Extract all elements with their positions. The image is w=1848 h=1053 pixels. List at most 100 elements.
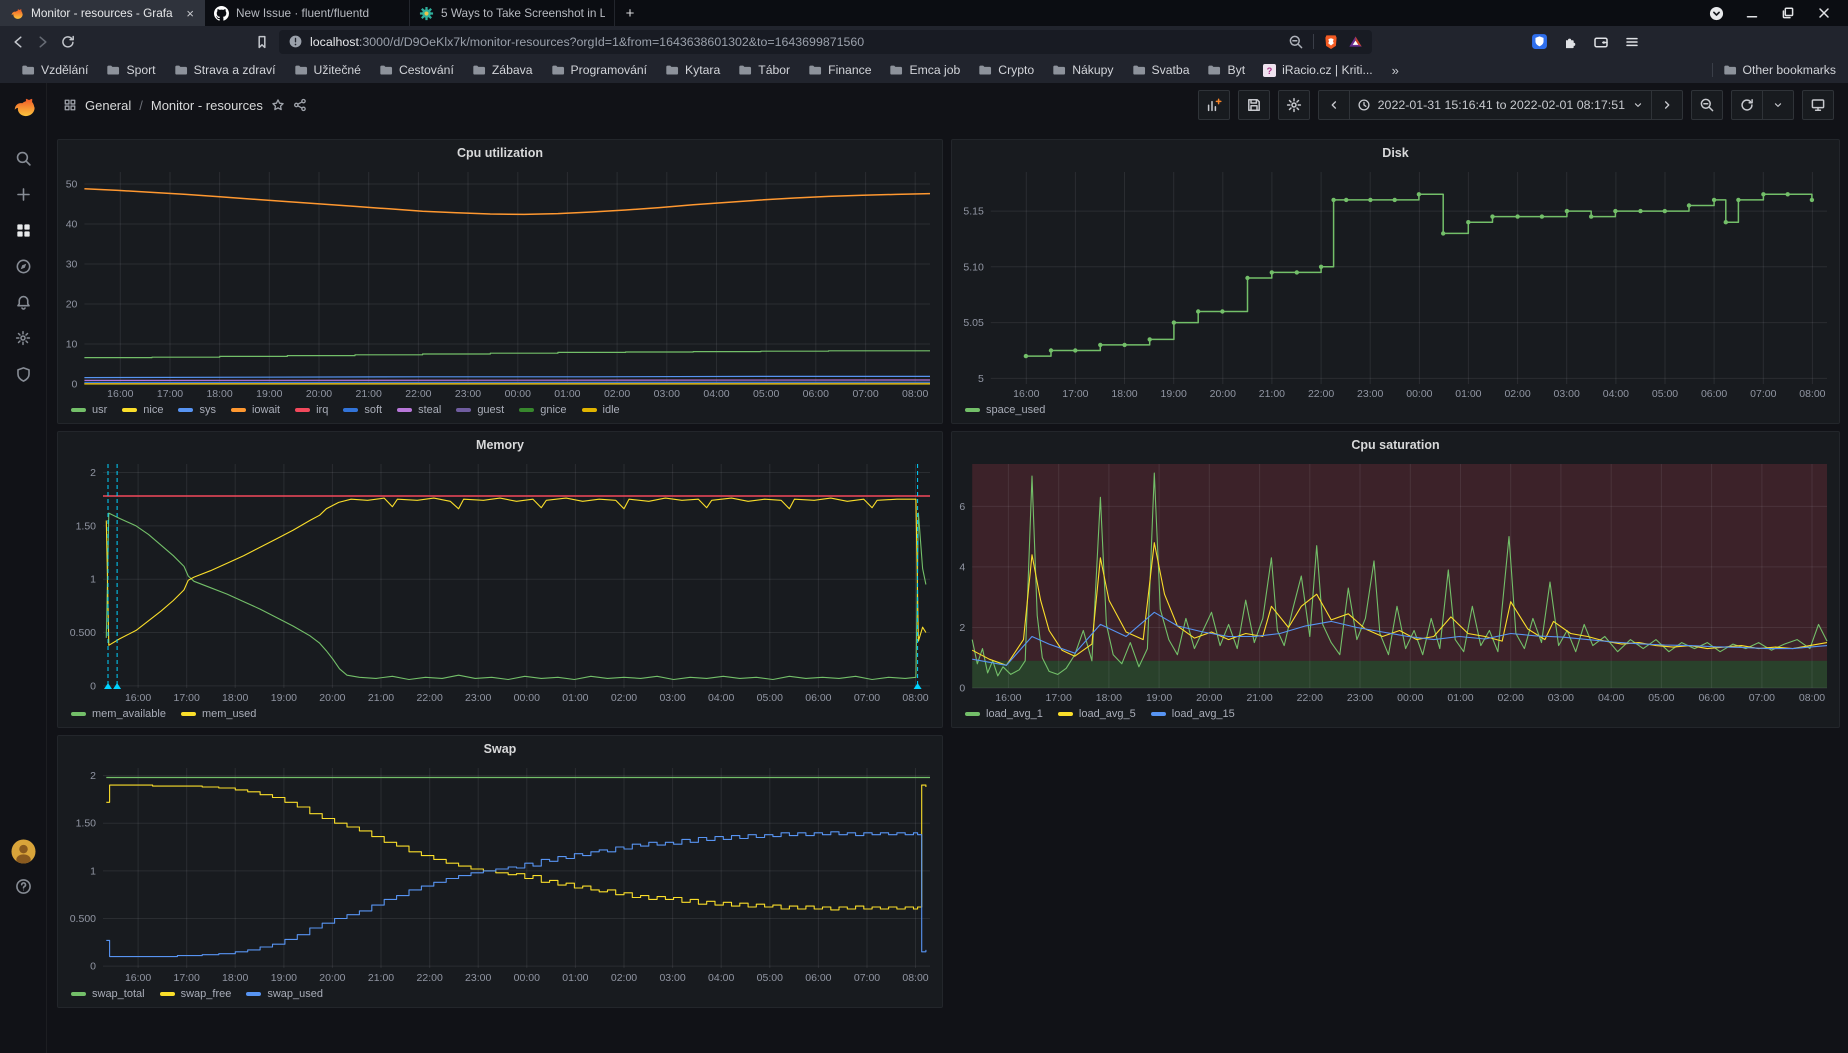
breadcrumb-folder[interactable]: General [85,97,132,113]
panel-title[interactable]: Cpu saturation [1351,438,1440,452]
refresh-button[interactable] [1731,90,1763,120]
close-icon[interactable] [1816,5,1832,21]
bookmark-item[interactable]: Svatba [1123,63,1199,77]
panel-title[interactable]: Disk [1382,146,1409,160]
legend-item-swap_total[interactable]: swap_total [71,988,145,1000]
chart-cpu-saturation[interactable]: 0 2 4 6 16:00 17:00 18:00 19:00 20:00 21:00 22:00 2… [952,458,1839,705]
forward-button[interactable] [35,34,51,50]
url-bar[interactable]: localhost:3000/d/D9OeKlx7k/monitor-resou… [279,29,1372,54]
legend-item-nice[interactable]: nice [122,404,163,416]
bookmark-item[interactable]: Cestování [370,63,463,77]
time-shift-forward-button[interactable] [1651,90,1683,120]
sidebar-item-search[interactable] [3,140,43,176]
sidebar-item-gear[interactable] [3,320,43,356]
add-panel-button[interactable] [1197,90,1230,120]
tab-close-icon[interactable]: × [186,5,194,21]
bookmark-item[interactable]: Programování [542,63,657,77]
sidebar-item-compass[interactable] [3,248,43,284]
browser-tab-1[interactable]: Monitor - resources - Grafa × [0,0,205,26]
panel-title[interactable]: Memory [476,438,524,452]
site-info-icon[interactable] [288,34,303,49]
legend-item-mem_available[interactable]: mem_available [71,708,166,720]
bookmark-item[interactable]: Crypto [969,63,1043,77]
other-bookmarks[interactable]: Other bookmarks [1711,63,1836,77]
brave-shields-icon[interactable] [1323,34,1339,50]
bookmark-item[interactable]: ? iRacio.cz | Kriti... [1254,63,1382,77]
grafana-logo-icon[interactable] [10,93,37,120]
legend-item-space_used[interactable]: space_used [965,404,1045,416]
reload-button[interactable] [60,34,76,50]
wallet-icon[interactable] [1593,34,1609,50]
legend-item-idle[interactable]: idle [581,404,620,416]
legend-item-guest[interactable]: guest [456,404,504,416]
legend-item-usr[interactable]: usr [71,404,107,416]
brave-rewards-icon[interactable] [1348,34,1363,49]
minimize-icon[interactable] [1744,5,1760,21]
legend-item-steal[interactable]: steal [397,404,441,416]
bookmark-item[interactable]: Kytara [656,63,729,77]
dashboard-settings-button[interactable] [1277,90,1310,120]
legend-item-swap_free[interactable]: swap_free [159,988,231,1000]
tabsearch-icon[interactable] [1709,6,1724,21]
sidebar-item-question[interactable] [3,878,43,895]
bookmark-item[interactable]: Zábava [463,63,542,77]
panel-title[interactable]: Cpu utilization [456,146,544,160]
bookmark-item[interactable]: Finance [799,63,880,77]
zoom-out-time-button[interactable] [1691,90,1723,120]
sidebar-item-apps[interactable] [3,212,43,248]
refresh-interval-button[interactable] [1762,90,1794,120]
new-tab-button[interactable]: + [615,0,645,26]
bookmark-item[interactable]: Užitečné [285,63,370,77]
grafana-app: General / Monitor - resources 2022-01-31… [0,83,1848,1053]
bookmark-item[interactable]: Sport [97,63,164,77]
chart-disk[interactable]: 5 5.05 5.10 5.15 16:00 17:00 18:00 19:00 20:00 21… [952,166,1839,401]
bookmark-item[interactable]: Nákupy [1043,63,1122,77]
legend-item-load_avg_1[interactable]: load_avg_1 [965,708,1043,720]
back-button[interactable] [10,34,26,50]
sidebar-item-bell[interactable] [3,284,43,320]
time-shift-back-button[interactable] [1317,90,1350,120]
browser-menu-icon[interactable] [1624,34,1640,50]
chart-swap[interactable]: 0 0.500 1 1.50 2 16:00 17:00 18:00 19:00 20:00 21:… [58,762,942,985]
bitwarden-extension-icon[interactable] [1531,33,1548,50]
legend-item-irq[interactable]: irq [295,404,328,416]
sidebar-item-shield[interactable] [3,356,43,392]
sidebar-item-plus[interactable] [3,176,43,212]
page-zoom-icon[interactable] [1288,34,1304,50]
tab-favicon-gearfav-icon [419,6,434,21]
bookmark-item[interactable]: Byt [1198,63,1254,77]
browser-tab-2[interactable]: New Issue · fluent/fluentd [205,0,410,26]
panel-title[interactable]: Swap [483,742,517,756]
bookmark-item[interactable]: Tábor [729,63,799,77]
bookmarks-overflow-chevron[interactable]: » [1391,62,1399,78]
legend-item-load_avg_15[interactable]: load_avg_15 [1150,708,1235,720]
chart-cpu-utilization[interactable]: 0 10 20 30 40 50 16:00 17:00 18:00 19:00 20:00 21:0… [58,166,942,401]
star-icon[interactable] [271,98,285,112]
extensions-icon[interactable] [1563,34,1578,49]
zoom-out-icon [1699,97,1715,113]
chart-memory[interactable]: 0 0.500 1 1.50 2 16:00 17:00 18:00 19:00 20:00 21:… [58,458,942,705]
dashboard-title[interactable]: Monitor - resources [150,97,263,113]
legend-item-soft[interactable]: soft [343,404,382,416]
bookmark-item[interactable]: Strava a zdraví [165,63,285,77]
sidebar-item-avatar[interactable] [3,839,43,864]
legend-item-load_avg_5[interactable]: load_avg_5 [1057,708,1136,720]
bookmark-page-icon[interactable] [254,34,270,50]
legend-item-sys[interactable]: sys [178,404,216,416]
legend-item-mem_used[interactable]: mem_used [180,708,256,720]
legend-item-gnice[interactable]: gnice [519,404,567,416]
time-range-button[interactable]: 2022-01-31 15:16:41 to 2022-02-01 08:17:… [1348,90,1652,120]
legend-item-iowait[interactable]: iowait [230,404,280,416]
share-icon[interactable] [293,98,307,112]
save-dashboard-button[interactable] [1237,90,1270,120]
legend-item-swap_used[interactable]: swap_used [246,988,323,1000]
kiosk-mode-button[interactable] [1802,90,1834,120]
dashboards-grid-icon[interactable] [63,98,77,112]
bookmark-item[interactable]: Vzdělání [12,63,97,77]
legend-label: swap_used [267,987,324,1000]
bookmark-item[interactable]: Emca job [880,63,969,77]
restore-icon[interactable] [1780,5,1796,21]
plus-icon [15,186,32,203]
svg-text:23:00: 23:00 [1347,692,1373,704]
browser-tab-3[interactable]: 5 Ways to Take Screenshot in L [410,0,615,26]
